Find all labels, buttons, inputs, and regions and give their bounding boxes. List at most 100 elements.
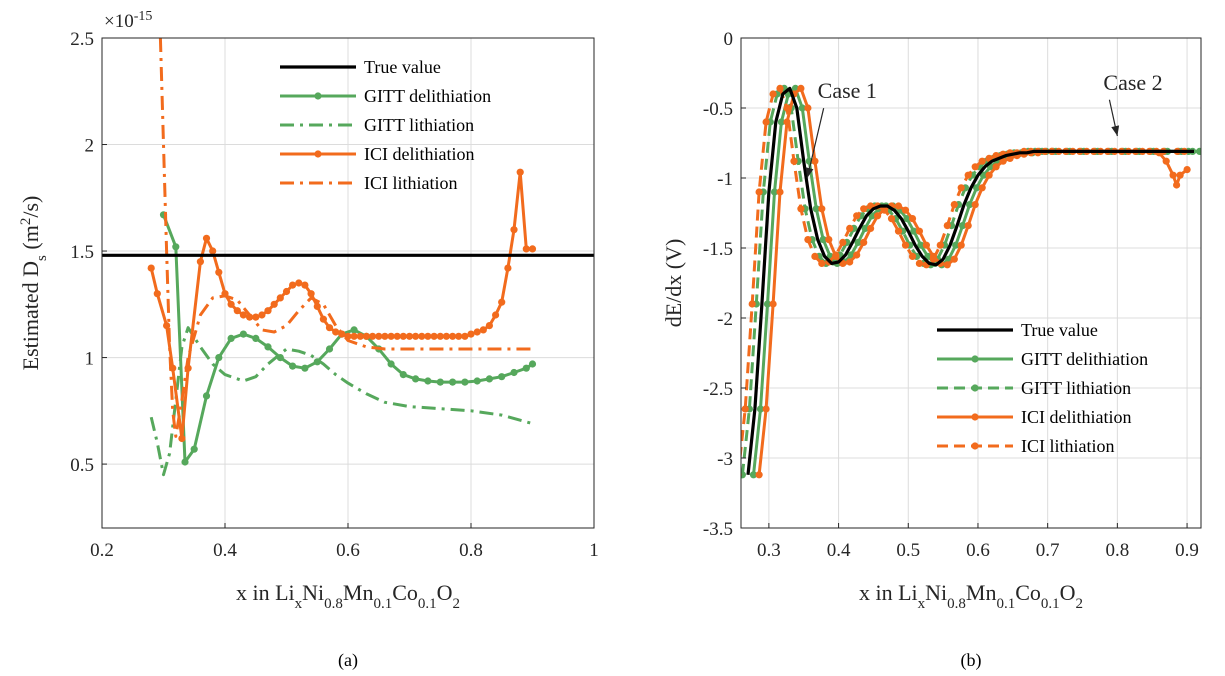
legend-marker-ici-delithiation (971, 413, 979, 421)
data-point-gitt-delithiation (301, 364, 309, 372)
data-point-ici-lithiation (915, 259, 924, 267)
data-point-ici-delithiation (270, 300, 278, 308)
data-point-ici-delithiation (209, 247, 217, 255)
data-point-gitt-delithiation (252, 334, 260, 342)
data-point-ici-delithiation (992, 163, 1000, 171)
legend-label-ici-lithiation: ICI lithiation (1021, 436, 1115, 456)
chart-a: 0.2 0.4 0.6 0.8 1 0.5 1 1.5 2 2.5 ×10-15 Estimate… (18, 9, 599, 672)
y-tick-label: 2.5 (70, 29, 94, 50)
data-point-ici-delithiation (356, 332, 364, 340)
data-point-ici-delithiation (313, 302, 321, 310)
x-tick-label: 0.7 (1036, 540, 1060, 561)
data-point-ici-lithiation (811, 252, 819, 260)
data-point-ici-lithiation (839, 238, 847, 246)
annotation-arrow-head (1111, 125, 1120, 136)
chart-b-ticks: 0.3 0.4 0.5 0.6 0.7 0.8 0.9 -3.5 -3 -2.5 -2 -1.5 -1 -… (703, 29, 1199, 561)
data-point-ici-delithiation (922, 241, 931, 249)
data-point-ici-delithiation (307, 290, 315, 298)
data-point-ici-delithiation (943, 261, 951, 269)
data-point-gitt-delithiation (399, 371, 407, 379)
data-point-ici-lithiation (783, 104, 791, 112)
data-point-ici-delithiation (239, 311, 247, 319)
data-point-ici-delithiation (510, 226, 518, 234)
data-point-ici-lithiation (755, 188, 763, 196)
data-point-gitt-delithiation (215, 354, 223, 362)
data-point-gitt-delithiation (528, 360, 537, 368)
data-point-ici-delithiation (908, 215, 917, 223)
data-point-ici-delithiation (818, 205, 826, 213)
data-point-ici-delithiation (301, 281, 309, 289)
data-point-ici-delithiation (227, 300, 235, 308)
data-point-ici-lithiation (818, 259, 826, 267)
data-point-ici-delithiation (978, 184, 986, 192)
data-point-ici-delithiation (860, 238, 868, 246)
data-point-gitt-delithiation (485, 375, 493, 383)
y-tick-label: 2 (85, 136, 95, 157)
x-tick-label: 0.5 (896, 540, 920, 561)
data-point-ici-delithiation (528, 245, 537, 253)
data-point-ici-lithiation (741, 405, 749, 413)
data-point-ici-delithiation (295, 279, 303, 287)
legend-label-true-value: True value (364, 57, 441, 77)
chart-b-series (741, 84, 1201, 479)
data-point-ici-delithiation (153, 290, 161, 298)
data-point-ici-lithiation (790, 157, 798, 165)
data-point-gitt-delithiation (798, 104, 806, 112)
chart-b-y-axis-label: dE/dx (V) (661, 239, 686, 328)
data-point-ici-delithiation (485, 322, 493, 330)
legend-marker-gitt-delithiation (971, 355, 979, 363)
legend-label-ici-delithiation: ICI delithiation (364, 144, 474, 164)
x-tick-label: 0.3 (757, 540, 781, 561)
data-point-ici-delithiation (430, 332, 438, 340)
data-point-ici-lithiation (832, 251, 840, 259)
data-point-gitt-delithiation (979, 171, 988, 179)
data-point-ici-delithiation (424, 332, 432, 340)
y-tick-label: 1.5 (70, 242, 94, 263)
data-point-ici-delithiation (147, 264, 155, 272)
chart-b-legend: True value GITT delithiation GITT lithiati… (937, 320, 1148, 456)
data-point-gitt-delithiation (763, 300, 772, 308)
data-point-ici-lithiation (971, 163, 979, 171)
chart-a-caption: (a) (338, 650, 358, 671)
data-point-ici-delithiation (215, 268, 223, 276)
data-point-gitt-delithiation (861, 224, 869, 232)
data-point-ici-delithiation (325, 324, 334, 332)
chart-a-series (102, 38, 594, 477)
data-point-ici-delithiation (901, 206, 910, 214)
data-point-gitt-delithiation (812, 205, 820, 213)
data-point-ici-lithiation (894, 227, 903, 235)
data-point-ici-delithiation (264, 307, 272, 315)
y-tick-label: -1.5 (703, 239, 733, 260)
data-point-ici-delithiation (412, 332, 420, 340)
legend-marker-gitt-lithiation (971, 384, 979, 392)
data-point-gitt-delithiation (952, 241, 960, 249)
data-point-gitt-delithiation (449, 378, 457, 386)
y-tick-label: -2 (717, 309, 733, 330)
data-point-ici-lithiation (748, 300, 756, 308)
data-point-ici-delithiation (894, 202, 903, 210)
legend-label-gitt-delithiation: GITT delithiation (1021, 349, 1148, 369)
data-point-gitt-delithiation (917, 241, 925, 249)
data-point-gitt-delithiation (903, 215, 911, 223)
data-point-gitt-lithiation (741, 471, 746, 479)
chart-a-x-axis-label: x in LixNi0.8Mn0.1Co0.1O2 (236, 580, 460, 612)
y-tick-label: 1 (85, 349, 95, 370)
data-point-gitt-delithiation (959, 222, 967, 230)
data-point-gitt-delithiation (350, 326, 358, 334)
data-point-ici-lithiation (776, 84, 784, 92)
data-point-ici-delithiation (387, 332, 395, 340)
data-point-ici-delithiation (393, 332, 401, 340)
series-line-gitt-lithiation (149, 326, 533, 477)
chart-a-y-axis-label: Estimated Ds (m2/s) (18, 196, 50, 371)
data-point-gitt-delithiation (202, 392, 211, 400)
chart-b: 0.3 0.4 0.5 0.6 0.7 0.8 0.9 -3.5 -3 -2.5 -2 -1.5 -1 -… (661, 29, 1202, 671)
data-point-gitt-delithiation (522, 364, 530, 372)
y-tick-label: -0.5 (703, 99, 733, 120)
legend-label-true-value: True value (1021, 320, 1098, 340)
annotation-label: Case 1 (818, 78, 877, 103)
chart-a-grid (101, 37, 595, 528)
data-point-ici-lithiation (769, 90, 777, 98)
annotation-arrow-head (805, 167, 814, 178)
annotation-arrow-line (806, 108, 825, 179)
data-point-ici-delithiation (289, 281, 297, 289)
